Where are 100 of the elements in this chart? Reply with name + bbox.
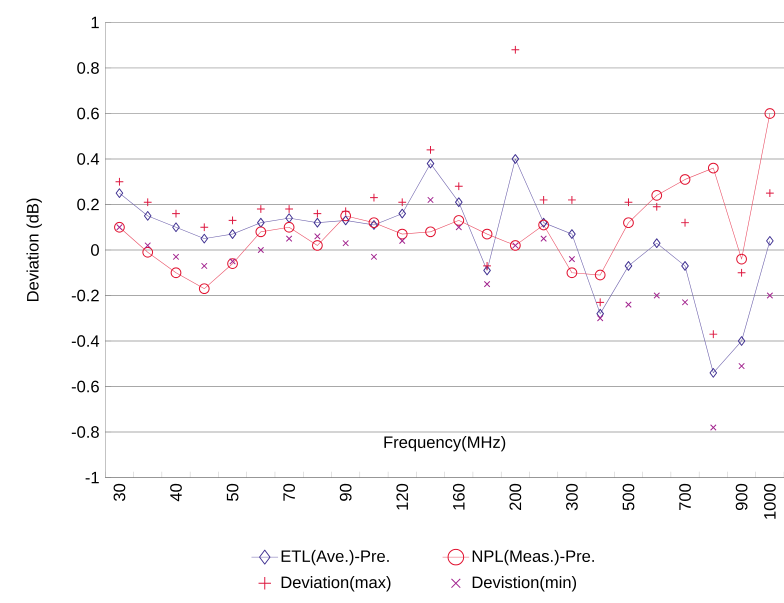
y-tick-label: 0.2 — [77, 198, 99, 211]
point — [286, 236, 292, 242]
point — [426, 146, 435, 154]
point — [314, 218, 322, 228]
point — [682, 299, 688, 306]
point — [654, 292, 660, 299]
point — [764, 108, 776, 120]
x-tick-label: 700 — [679, 484, 691, 510]
y-tick-label: -1 — [86, 472, 99, 484]
point — [540, 236, 547, 242]
point — [172, 222, 180, 232]
point — [284, 204, 294, 214]
point — [482, 262, 492, 271]
y-tick-label: 0 — [91, 244, 99, 256]
point — [144, 242, 151, 249]
point — [285, 214, 293, 224]
point — [116, 188, 124, 198]
point — [510, 46, 520, 54]
point — [708, 162, 719, 174]
point — [594, 270, 606, 281]
legend-label: Deviation(max) — [282, 576, 390, 592]
point — [396, 228, 408, 240]
x-tick-label: 70 — [283, 484, 295, 502]
x-tick-label: 1000 — [764, 484, 776, 519]
point — [227, 258, 238, 270]
point — [539, 196, 548, 205]
point — [427, 196, 434, 204]
legend-label: Devistion(min) — [472, 576, 576, 592]
x-tick-label: 90 — [340, 484, 352, 502]
point — [737, 268, 746, 278]
point — [482, 228, 492, 240]
point — [257, 218, 265, 228]
point — [624, 198, 633, 207]
point — [624, 261, 632, 272]
point — [341, 207, 350, 216]
y-tick-label: -0.6 — [72, 380, 99, 393]
point — [596, 298, 605, 307]
y-axis-title: Deviation (dB) — [26, 198, 42, 302]
point — [652, 202, 662, 212]
point — [198, 284, 210, 294]
point — [538, 220, 549, 231]
point — [454, 182, 464, 191]
point — [200, 223, 209, 232]
y-tick-label: 1 — [92, 17, 99, 28]
point — [398, 198, 407, 207]
point — [370, 194, 378, 202]
y-tick-label: -0.2 — [72, 290, 99, 302]
x-tick-label: 300 — [566, 484, 578, 510]
point — [342, 240, 349, 247]
point — [172, 254, 180, 260]
point — [736, 254, 747, 265]
y-tick-label: 0.6 — [77, 108, 99, 120]
x-tick-label: 200 — [509, 484, 522, 510]
point — [425, 226, 436, 238]
y-tick-label: -0.4 — [72, 335, 100, 348]
point — [368, 218, 380, 228]
point — [312, 240, 323, 252]
point — [172, 209, 180, 218]
point — [681, 261, 689, 272]
point — [510, 240, 521, 252]
point — [115, 178, 124, 186]
x-tick-label: 40 — [170, 484, 182, 502]
point — [228, 229, 236, 240]
point — [398, 208, 406, 219]
x-tick-label: 120 — [396, 484, 408, 510]
point — [680, 218, 690, 228]
point — [710, 424, 717, 431]
y-tick-label: -0.8 — [72, 426, 99, 438]
point — [568, 196, 576, 205]
point — [370, 254, 378, 260]
x-axis-title: Frequency(MHz) — [384, 436, 506, 452]
point — [484, 281, 490, 288]
point — [738, 336, 746, 346]
point — [766, 236, 774, 246]
point — [258, 246, 264, 254]
point — [256, 204, 266, 214]
point — [342, 216, 350, 226]
point — [142, 247, 154, 258]
point — [568, 256, 576, 263]
x-tick-label: 900 — [736, 484, 748, 510]
x-tick-label: 50 — [226, 484, 238, 502]
point — [483, 266, 491, 276]
x-tick-label: 160 — [452, 484, 465, 510]
x-tick-label: 500 — [622, 484, 634, 510]
point — [596, 309, 604, 319]
point — [651, 190, 662, 201]
x-tick-label: 30 — [114, 484, 126, 502]
point — [143, 198, 152, 207]
point — [170, 268, 182, 278]
point — [453, 215, 464, 226]
point — [566, 268, 578, 278]
point — [738, 363, 745, 370]
legend-label: NPL(Meas.)-Pre. — [472, 550, 594, 566]
point — [512, 154, 520, 164]
point — [765, 188, 774, 198]
point — [596, 315, 604, 322]
point — [568, 229, 576, 240]
point — [708, 330, 718, 339]
point — [144, 211, 152, 221]
point — [200, 234, 208, 244]
